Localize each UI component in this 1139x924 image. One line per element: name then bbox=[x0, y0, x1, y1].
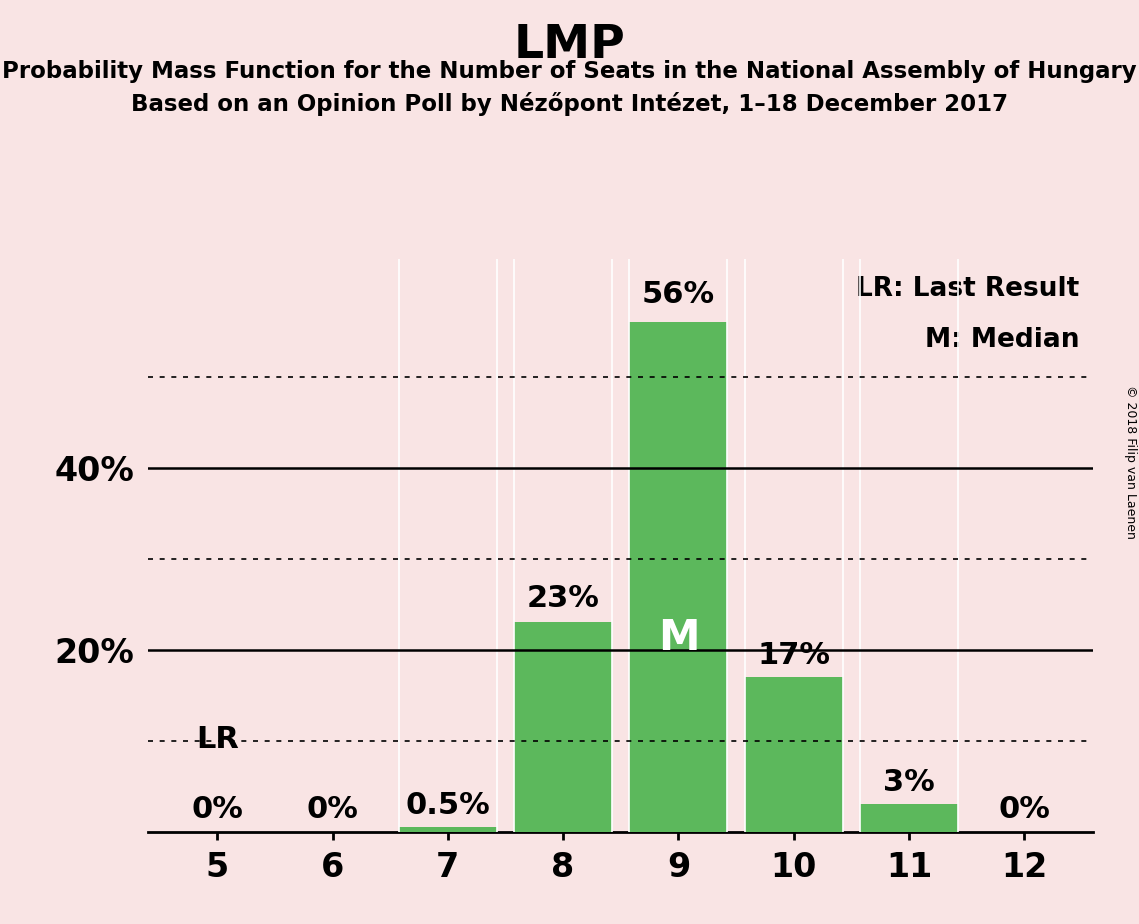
Text: 0%: 0% bbox=[191, 796, 244, 824]
Text: LR: LR bbox=[196, 725, 239, 754]
Text: © 2018 Filip van Laenen: © 2018 Filip van Laenen bbox=[1124, 385, 1137, 539]
Text: 17%: 17% bbox=[757, 640, 830, 670]
Text: 56%: 56% bbox=[642, 280, 715, 309]
Bar bbox=[514, 623, 612, 832]
Text: 0.5%: 0.5% bbox=[405, 791, 490, 820]
Bar bbox=[860, 804, 958, 832]
Bar bbox=[630, 322, 728, 832]
Bar bbox=[399, 827, 497, 832]
Text: 0%: 0% bbox=[998, 796, 1050, 824]
Text: Probability Mass Function for the Number of Seats in the National Assembly of Hu: Probability Mass Function for the Number… bbox=[2, 60, 1137, 83]
Text: 3%: 3% bbox=[883, 768, 935, 797]
Text: LR: Last Result: LR: Last Result bbox=[857, 276, 1080, 302]
Text: M: M bbox=[657, 617, 699, 659]
Text: M: Median: M: Median bbox=[925, 327, 1080, 354]
Bar bbox=[745, 677, 843, 832]
Text: 23%: 23% bbox=[526, 584, 599, 614]
Text: LMP: LMP bbox=[514, 23, 625, 68]
Text: 0%: 0% bbox=[306, 796, 359, 824]
Text: Based on an Opinion Poll by Nézőpont Intézet, 1–18 December 2017: Based on an Opinion Poll by Nézőpont Int… bbox=[131, 92, 1008, 116]
